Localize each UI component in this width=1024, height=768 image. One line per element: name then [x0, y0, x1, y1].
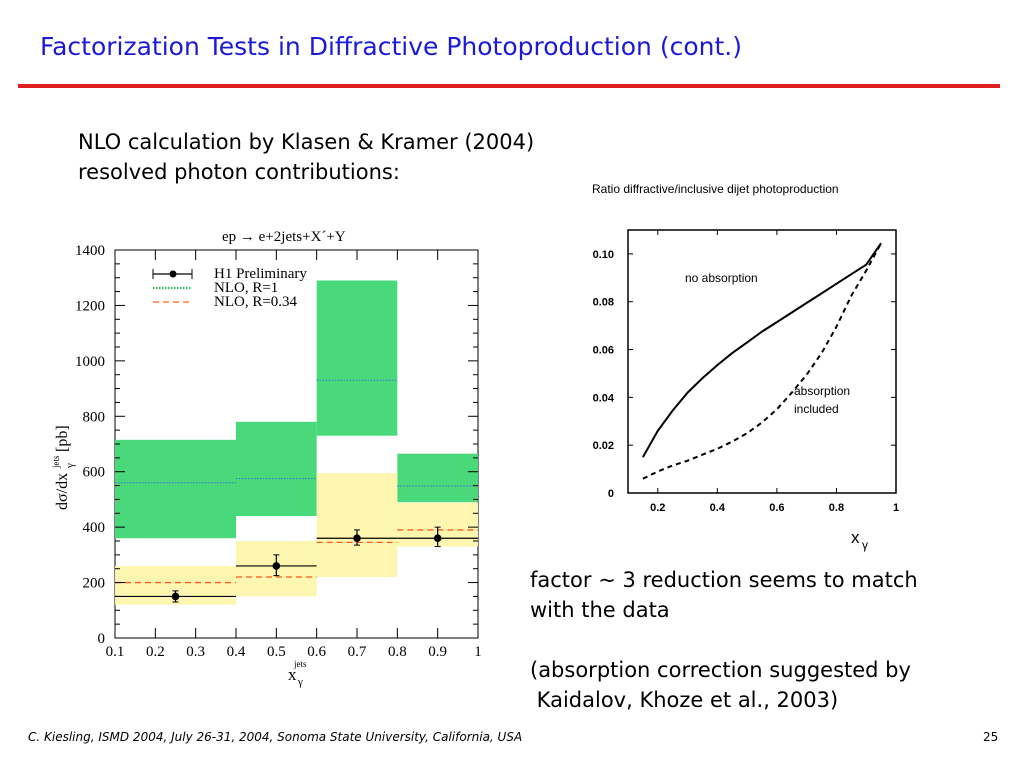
h1-y-tick-labels: 0 200 400 600 800 1000 1200 1400 — [75, 243, 105, 647]
annotation-no-absorption: no absorption — [685, 271, 758, 285]
h1-y-axis-label: dσ/dx γ jets [pb] — [51, 425, 76, 510]
h1-y-tick-label: 0 — [98, 631, 106, 647]
footer-text: C. Kiesling, ISMD 2004, July 26-31, 2004… — [28, 730, 523, 744]
svg-text:x: x — [288, 665, 297, 684]
h1-x-tick-label: 0.9 — [428, 644, 447, 660]
note1-line-1: factor ~ 3 reduction seems to match — [530, 568, 918, 592]
h1-x-tick-label: 1 — [474, 644, 482, 660]
svg-text:γ: γ — [297, 676, 303, 688]
ratio-y-tick-label: 0.08 — [593, 297, 614, 309]
ratio-x-tick-label: 0.2 — [650, 502, 665, 514]
h1-x-tick-label: 0.5 — [267, 644, 286, 660]
svg-text:jets: jets — [51, 455, 61, 469]
h1-y-tick-label: 600 — [83, 465, 106, 481]
nlo-r1-band — [316, 280, 398, 436]
nlo-r034-band — [316, 473, 398, 578]
legend-r1-label: NLO, R=1 — [214, 280, 278, 296]
ratio-y-tick-labels: 0 0.02 0.04 0.06 0.08 0.10 — [593, 249, 615, 500]
annotation-absorption-1: absorption — [794, 384, 850, 398]
svg-text:jets: jets — [293, 659, 307, 669]
h1-points — [115, 526, 478, 603]
ratio-y-tick-label: 0 — [608, 488, 614, 500]
h1-x-axis-label: x γ jets — [288, 659, 307, 688]
ratio-lines — [642, 242, 882, 480]
ratio-y-tick-label: 0.04 — [593, 392, 615, 404]
h1-data-point — [433, 534, 442, 543]
note2-line-2: Kaidalov, Khoze et al., 2003) — [530, 688, 839, 712]
h1-y-tick-label: 1200 — [75, 298, 105, 314]
annotation-absorption-2: included — [794, 402, 839, 416]
ratio-x-tick-labels: 0.2 0.4 0.6 0.8 1 — [650, 502, 899, 514]
ratio-y-tick-label: 0.06 — [593, 345, 614, 357]
h1-x-tick-label: 0.4 — [227, 644, 246, 660]
h1-x-tick-label: 0.7 — [348, 644, 367, 660]
h1-y-tick-label: 400 — [83, 520, 106, 536]
note2-line-1: (absorption correction suggested by — [530, 658, 911, 682]
h1-data-point — [353, 534, 361, 543]
h1-ticks — [114, 249, 479, 639]
svg-text:γ: γ — [64, 463, 76, 469]
h1-x-tick-label: 0.8 — [388, 644, 407, 660]
h1-bands — [115, 280, 478, 605]
svg-text:dσ/dx: dσ/dx — [54, 473, 71, 510]
h1-legend: H1 Preliminary NLO, R=1 NLO, R=0.34 — [152, 266, 307, 310]
h1-x-tick-label: 0.6 — [307, 644, 326, 660]
no-absorption-curve — [642, 242, 882, 458]
title-rule — [18, 84, 1000, 88]
nlo-r1-band — [115, 439, 236, 539]
ratio-ticks — [628, 230, 897, 494]
ratio-x-axis-label: x γ — [851, 528, 868, 552]
h1-y-tick-label: 800 — [83, 409, 106, 425]
ratio-chart: Ratio diffractive/inclusive dijet photop… — [592, 182, 899, 552]
ratio-chart-title: Ratio diffractive/inclusive dijet photop… — [592, 182, 839, 196]
h1-x-tick-label: 0.1 — [106, 644, 125, 660]
ratio-x-tick-label: 0.4 — [710, 502, 726, 514]
ratio-x-tick-label: 0.6 — [769, 502, 784, 514]
nlo-r1-band — [397, 453, 478, 503]
h1-x-tick-labels: 0.1 0.2 0.3 0.4 0.5 0.6 0.7 0.8 0.9 1 — [106, 644, 482, 660]
ratio-x-tick-label: 0.8 — [829, 502, 844, 514]
h1-data-point — [272, 562, 281, 570]
note-text: factor ~ 3 reduction seems to match with… — [530, 565, 918, 715]
h1-chart-title: ep → e+2jets+X´+Y — [222, 229, 346, 245]
nlo-r1-band — [236, 421, 317, 517]
legend-h1-marker — [169, 270, 177, 278]
h1-cross-section-chart: 0.1 0.2 0.3 0.4 0.5 0.6 0.7 0.8 0.9 1 0 200 400 600 8… — [51, 229, 482, 688]
h1-y-tick-label: 1400 — [75, 243, 105, 259]
h1-data-point — [171, 592, 180, 601]
intro-line-2: resolved photon contributions: — [78, 160, 400, 184]
absorption-curve — [642, 242, 882, 480]
svg-text:γ: γ — [862, 538, 868, 552]
h1-y-tick-label: 200 — [83, 576, 106, 592]
note1-line-2: with the data — [530, 598, 670, 622]
h1-x-tick-label: 0.2 — [146, 644, 165, 660]
legend-r034-label: NLO, R=0.34 — [214, 294, 298, 310]
slide-title: Factorization Tests in Diffractive Photo… — [40, 32, 742, 61]
intro-text: NLO calculation by Klasen & Kramer (2004… — [78, 127, 534, 187]
page-number: 25 — [983, 730, 999, 744]
svg-text:[pb]: [pb] — [54, 425, 71, 452]
ratio-y-tick-label: 0.02 — [593, 440, 614, 452]
ratio-y-tick-label: 0.10 — [593, 249, 614, 261]
svg-text:x: x — [851, 528, 860, 547]
h1-y-tick-label: 1000 — [75, 354, 105, 370]
ratio-x-tick-label: 1 — [893, 502, 899, 514]
intro-line-1: NLO calculation by Klasen & Kramer (2004… — [78, 130, 535, 154]
h1-x-tick-label: 0.3 — [186, 644, 205, 660]
legend-h1-label: H1 Preliminary — [214, 266, 307, 282]
ratio-plot-frame — [627, 229, 897, 494]
